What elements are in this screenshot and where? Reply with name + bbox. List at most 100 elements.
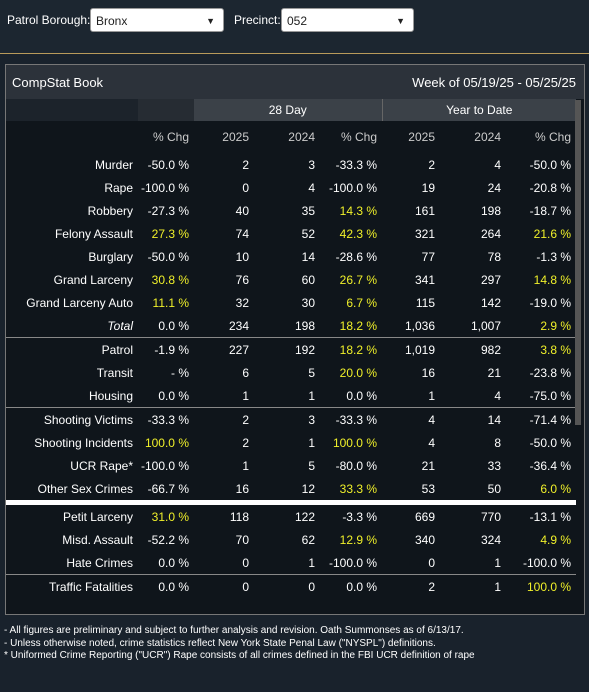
table-row: Misd. Assault -52.2 % 70 62 12.9 % 340 324 4.9 … (6, 528, 576, 551)
cell: -80.0 % (335, 458, 377, 473)
cell: 0 (194, 574, 254, 598)
cell: 33 (487, 458, 501, 473)
cell: 669 (382, 500, 440, 528)
filter-bar: Patrol Borough: Bronx ▼ Precinct: 052 ▼ (0, 0, 589, 54)
cell: -28.6 % (335, 249, 377, 264)
cell: 62 (301, 532, 315, 547)
cell: 24 (487, 180, 501, 195)
cell: 21.6 % (533, 226, 572, 241)
table-row: Shooting Incidents 100.0 % 2 1 100.0 % 4 8 -50.… (6, 431, 576, 454)
cell: -100.0 % (328, 180, 377, 195)
cell: 4 (428, 435, 435, 450)
cell: 115 (415, 295, 435, 310)
cell: -33.3 % (335, 157, 377, 172)
cell: 11.1 % (152, 295, 189, 310)
cell: -1.3 % (536, 249, 572, 264)
row-label: Other Sex Crimes (37, 481, 133, 496)
borough-select[interactable]: Bronx ▼ (90, 8, 224, 32)
cell: -23.8 % (529, 365, 572, 380)
cell: 0.0 % (158, 318, 189, 333)
cell: 4 (494, 388, 501, 403)
cell: -100.0 % (140, 458, 189, 473)
table-row: Grand Larceny 30.8 % 76 60 26.7 % 341 297 14.8 … (6, 268, 576, 291)
cell: 1 (308, 435, 315, 450)
cell: 60 (301, 272, 315, 287)
table-row: Rape -100.0 % 0 4 -100.0 % 19 24 -20.8 % (6, 176, 576, 199)
cell: 770 (440, 500, 506, 528)
cell: 31.0 % (138, 500, 194, 528)
cell: 161 (414, 203, 435, 218)
row-label: Felony Assault (54, 226, 133, 241)
group-header: 28 Day (194, 99, 383, 121)
cell: 2 (382, 574, 440, 598)
cell: -50.0 % (147, 157, 189, 172)
table-row: Other Sex Crimes -66.7 % 16 12 33.3 % 53 50 6.0… (6, 477, 576, 503)
panel-header: CompStat Book Week of 05/19/25 - 05/25/2… (6, 65, 584, 99)
row-label: Shooting Incidents (34, 435, 133, 450)
cell: 50 (487, 481, 501, 496)
cell: 4 (494, 157, 501, 172)
footnote: - Unless otherwise noted, crime statisti… (4, 637, 436, 649)
cell: 78 (487, 249, 501, 264)
cell: 4 (308, 180, 315, 195)
row-label: Patrol (6, 337, 138, 361)
cell: 2 (194, 407, 254, 431)
cell: -50.0 % (147, 249, 189, 264)
table-row: Robbery -27.3 % 40 35 14.3 % 161 198 -18.7 % (6, 199, 576, 222)
cell: 6.0 % (540, 481, 572, 496)
group-header-row: 28 Day Year to Date (6, 99, 577, 121)
table-row: Patrol -1.9 % 227 192 18.2 % 1,019 982 3.8 % (6, 337, 577, 361)
table-section: Shooting Victims -33.3 % 2 3 -33.3 % 4 14 -71.4… (6, 407, 577, 503)
scrollbar[interactable] (575, 100, 581, 425)
cell: 40 (235, 203, 249, 218)
table-row: Petit Larceny 31.0 % 118 122 -3.3 % 669 770 -13… (6, 500, 577, 528)
cell: 1 (308, 388, 315, 403)
precinct-select[interactable]: 052 ▼ (281, 8, 414, 32)
footnote: - All figures are preliminary and subjec… (4, 625, 464, 636)
cell: 6 (242, 365, 249, 380)
row-label: Burglary (88, 249, 133, 264)
cell: 20.0 % (339, 365, 377, 380)
table-row: Transit - % 6 5 20.0 % 16 21 -23.8 % (6, 361, 576, 384)
cell: 30.8 % (151, 272, 189, 287)
cell: 324 (480, 532, 501, 547)
column-header: % Chg (340, 130, 377, 144)
cell: 1 (428, 388, 435, 403)
cell: 77 (421, 249, 435, 264)
cell: -71.4 % (506, 407, 577, 431)
cell: 26.7 % (339, 272, 377, 287)
cell: 1,019 (382, 337, 440, 361)
panel-title: CompStat Book (12, 75, 104, 90)
cell: -27.3 % (147, 203, 189, 218)
cell: -36.4 % (529, 458, 572, 473)
cell: 2 (428, 157, 435, 172)
cell: 1 (308, 555, 315, 570)
cell: 2.9 % (540, 318, 572, 333)
filter-label: Precinct: (234, 13, 281, 27)
column-header-row: % Chg 2025 2024 % Chg 2025 2024 % Chg (6, 121, 576, 153)
row-label: Total (107, 318, 133, 333)
cell: 1,036 (404, 318, 435, 333)
cell: 70 (235, 532, 249, 547)
filter-label: Patrol Borough: (7, 13, 91, 27)
cell: 3 (254, 407, 320, 431)
cell: 0.0 % (158, 555, 189, 570)
cell: 100.0 % (506, 574, 577, 598)
cell: 14 (301, 249, 315, 264)
cell: 100.0 % (332, 435, 377, 450)
cell: -1.9 % (138, 337, 194, 361)
cell: 33.3 % (339, 481, 377, 496)
cell: 1 (494, 555, 501, 570)
cell: 264 (480, 226, 501, 241)
row-label: Murder (94, 157, 133, 172)
cell: 18.2 % (320, 337, 382, 361)
row-label: Petit Larceny (6, 500, 138, 528)
cell: 1 (242, 458, 249, 473)
cell: 8 (494, 435, 501, 450)
cell: 32 (235, 295, 249, 310)
select-value: 052 (287, 14, 308, 28)
row-label: Shooting Victims (6, 407, 138, 431)
cell: 142 (480, 295, 501, 310)
week-range: Week of 05/19/25 - 05/25/25 (412, 75, 576, 90)
